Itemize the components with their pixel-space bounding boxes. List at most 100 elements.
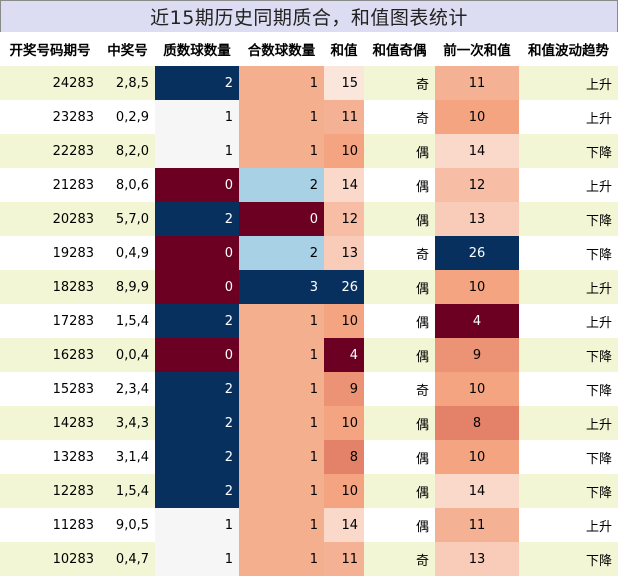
cell-issue: 21283 xyxy=(52,177,94,193)
cell-trend: 下降 xyxy=(585,247,612,263)
cell-issue: 12283 xyxy=(52,483,94,499)
cell-sum: 12 xyxy=(324,202,364,236)
cell-composite-count: 1 xyxy=(239,304,324,338)
cell-sum: 9 xyxy=(324,372,364,406)
cell-composite-count: 3 xyxy=(239,270,324,304)
cell-sum: 11 xyxy=(324,542,364,576)
cell-prime-count: 0 xyxy=(155,236,239,270)
cell-numbers: 5,7,0 xyxy=(115,211,149,227)
header-trend: 和值波动趋势 xyxy=(528,43,609,59)
cell-issue: 18283 xyxy=(52,279,94,295)
table-row: 24283 2,8,5 2 1 15 奇 11 上升 xyxy=(0,66,618,100)
table-row: 13283 3,1,4 2 1 8 偶 10 下降 xyxy=(0,440,618,474)
cell-composite-count: 1 xyxy=(239,100,324,134)
cell-composite-count: 1 xyxy=(239,474,324,508)
cell-sum-parity: 奇 xyxy=(415,111,429,127)
cell-issue: 13283 xyxy=(52,449,94,465)
cell-numbers: 8,9,9 xyxy=(115,279,149,295)
cell-numbers: 0,0,4 xyxy=(115,347,149,363)
cell-trend: 上升 xyxy=(585,77,612,93)
cell-issue: 20283 xyxy=(52,211,94,227)
header-issue: 开奖号码期号 xyxy=(9,43,91,59)
table-title: 近15期历史同期质合，和值图表统计 xyxy=(0,0,618,33)
cell-prev-sum: 13 xyxy=(435,202,519,236)
cell-prev-sum: 11 xyxy=(435,66,519,100)
cell-prime-count: 0 xyxy=(155,338,239,372)
header-composite-count: 合数球数量 xyxy=(247,43,316,59)
table-row: 12283 1,5,4 2 1 10 偶 14 下降 xyxy=(0,474,618,508)
cell-trend: 下降 xyxy=(585,349,612,365)
cell-numbers: 1,5,4 xyxy=(115,483,149,499)
cell-trend: 上升 xyxy=(585,519,612,535)
cell-composite-count: 1 xyxy=(239,542,324,576)
cell-composite-count: 1 xyxy=(239,134,324,168)
cell-prev-sum: 8 xyxy=(435,406,519,440)
cell-sum: 14 xyxy=(324,168,364,202)
cell-prev-sum: 10 xyxy=(435,440,519,474)
cell-prime-count: 1 xyxy=(155,100,239,134)
cell-prev-sum: 13 xyxy=(435,542,519,576)
cell-trend: 上升 xyxy=(585,315,612,331)
cell-issue: 14283 xyxy=(52,415,94,431)
cell-issue: 11283 xyxy=(52,517,94,533)
cell-composite-count: 1 xyxy=(239,338,324,372)
cell-numbers: 8,2,0 xyxy=(115,143,149,159)
cell-sum: 4 xyxy=(324,338,364,372)
cell-issue: 17283 xyxy=(52,313,94,329)
cell-sum-parity: 偶 xyxy=(415,349,429,365)
cell-prev-sum: 12 xyxy=(435,168,519,202)
cell-sum-parity: 偶 xyxy=(415,281,429,297)
cell-composite-count: 1 xyxy=(239,372,324,406)
header-prev-sum: 前一次和值 xyxy=(443,43,511,59)
table-row: 19283 0,4,9 0 2 13 奇 26 下降 xyxy=(0,236,618,270)
cell-prime-count: 2 xyxy=(155,304,239,338)
cell-sum: 10 xyxy=(324,474,364,508)
table-row: 11283 9,0,5 1 1 14 偶 11 上升 xyxy=(0,508,618,542)
cell-composite-count: 1 xyxy=(239,66,324,100)
cell-trend: 下降 xyxy=(585,451,612,467)
cell-issue: 22283 xyxy=(52,143,94,159)
cell-issue: 19283 xyxy=(52,245,94,261)
header-sum: 和值 xyxy=(330,43,358,59)
cell-issue: 24283 xyxy=(52,75,94,91)
cell-sum: 15 xyxy=(324,66,364,100)
header-prime-count: 质数球数量 xyxy=(163,43,231,59)
cell-sum: 26 xyxy=(324,270,364,304)
cell-composite-count: 2 xyxy=(239,168,324,202)
cell-numbers: 9,0,5 xyxy=(115,517,149,533)
table-row: 17283 1,5,4 2 1 10 偶 4 上升 xyxy=(0,304,618,338)
cell-prev-sum: 14 xyxy=(435,474,519,508)
cell-trend: 上升 xyxy=(585,281,612,297)
cell-prev-sum: 4 xyxy=(435,304,519,338)
cell-trend: 下降 xyxy=(585,485,612,501)
cell-sum: 13 xyxy=(324,236,364,270)
cell-numbers: 2,3,4 xyxy=(115,381,149,397)
cell-sum-parity: 偶 xyxy=(415,315,429,331)
cell-prime-count: 1 xyxy=(155,542,239,576)
cell-trend: 下降 xyxy=(585,213,612,229)
header-sum-parity: 和值奇偶 xyxy=(372,43,427,59)
cell-sum-parity: 奇 xyxy=(415,77,429,93)
cell-prime-count: 0 xyxy=(155,168,239,202)
cell-composite-count: 2 xyxy=(239,236,324,270)
cell-sum-parity: 奇 xyxy=(415,383,429,399)
cell-prev-sum: 10 xyxy=(435,270,519,304)
cell-sum: 10 xyxy=(324,304,364,338)
cell-sum-parity: 偶 xyxy=(415,451,429,467)
cell-issue: 10283 xyxy=(52,551,94,567)
cell-numbers: 2,8,5 xyxy=(115,75,149,91)
cell-composite-count: 1 xyxy=(239,440,324,474)
cell-sum-parity: 偶 xyxy=(415,485,429,501)
cell-sum: 10 xyxy=(324,134,364,168)
table-row: 15283 2,3,4 2 1 9 奇 10 下降 xyxy=(0,372,618,406)
cell-prev-sum: 10 xyxy=(435,100,519,134)
cell-numbers: 3,1,4 xyxy=(115,449,149,465)
cell-prime-count: 2 xyxy=(155,66,239,100)
cell-prev-sum: 11 xyxy=(435,508,519,542)
header-numbers: 中奖号 xyxy=(107,43,148,59)
cell-trend: 下降 xyxy=(585,383,612,399)
table-row: 14283 3,4,3 2 1 10 偶 8 上升 xyxy=(0,406,618,440)
cell-numbers: 0,2,9 xyxy=(115,109,149,125)
cell-prev-sum: 9 xyxy=(435,338,519,372)
table-row: 20283 5,7,0 2 0 12 偶 13 下降 xyxy=(0,202,618,236)
